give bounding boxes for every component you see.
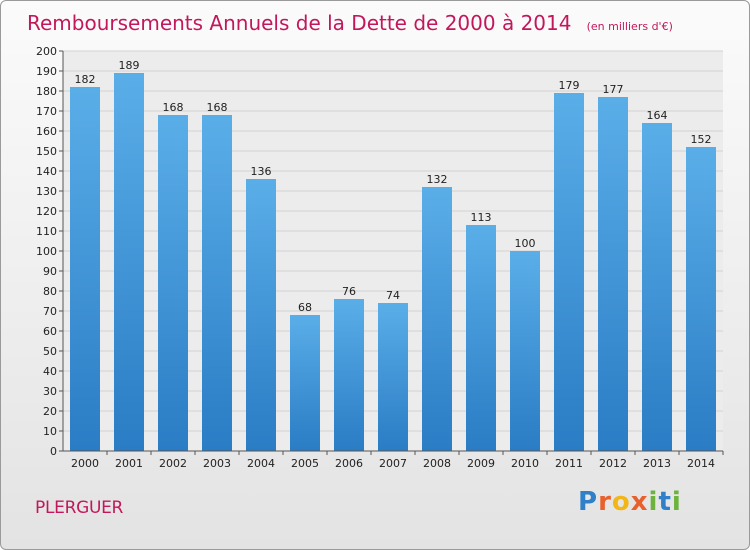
bars: 182 189 168 168 136 68 76 74 132 113 100 179 177 164 1…: [70, 59, 716, 451]
y-tick-label: 30: [43, 385, 57, 398]
y-tick-label: 200: [36, 45, 57, 58]
y-tick-label: 60: [43, 325, 57, 338]
bar-value-label: 182: [75, 73, 96, 86]
x-tick-label: 2003: [203, 457, 231, 470]
bar-2001: [114, 73, 144, 451]
x-tick-label: 2008: [423, 457, 451, 470]
x-tick-label: 2006: [335, 457, 363, 470]
bar-2005: [290, 315, 320, 451]
y-tick-label: 160: [36, 125, 57, 138]
bar-2008: [422, 187, 452, 451]
x-tick-label: 2000: [71, 457, 99, 470]
bar-value-label: 74: [386, 289, 400, 302]
bar-2006: [334, 299, 364, 451]
x-tick-label: 2002: [159, 457, 187, 470]
x-tick-label: 2012: [599, 457, 627, 470]
y-tick-label: 50: [43, 345, 57, 358]
y-tick-label: 10: [43, 425, 57, 438]
x-tick-label: 2007: [379, 457, 407, 470]
bar-value-label: 68: [298, 301, 312, 314]
bar-2014: [686, 147, 716, 451]
x-tick-label: 2011: [555, 457, 583, 470]
logo-letter: i: [671, 487, 682, 517]
bar-2007: [378, 303, 408, 451]
bar-value-label: 177: [603, 83, 624, 96]
y-tick-label: 150: [36, 145, 57, 158]
y-tick-label: 100: [36, 245, 57, 258]
bar-2011: [554, 93, 584, 451]
x-tick-label: 2009: [467, 457, 495, 470]
y-tick-label: 190: [36, 65, 57, 78]
chart-unit-note: (en milliers d'€): [587, 20, 673, 33]
logo-letter: i: [648, 487, 659, 517]
y-tick-label: 140: [36, 165, 57, 178]
bar-value-label: 152: [691, 133, 712, 146]
bar-value-label: 168: [207, 101, 228, 114]
bar-value-label: 189: [119, 59, 140, 72]
bar-value-label: 179: [559, 79, 580, 92]
x-tick-label: 2014: [687, 457, 715, 470]
logo-letter: r: [598, 487, 612, 517]
proxiti-logo: Proxiti: [578, 487, 682, 517]
bar-2013: [642, 123, 672, 451]
bar-2002: [158, 115, 188, 451]
y-tick-label: 110: [36, 225, 57, 238]
y-tick-label: 80: [43, 285, 57, 298]
y-tick-label: 70: [43, 305, 57, 318]
bar-2000: [70, 87, 100, 451]
chart-title-text: Remboursements Annuels de la Dette de 20…: [27, 11, 571, 35]
commune-name: PLERGUER: [35, 498, 124, 518]
bar-2004: [246, 179, 276, 451]
bar-value-label: 76: [342, 285, 356, 298]
y-tick-label: 40: [43, 365, 57, 378]
bar-value-label: 164: [647, 109, 668, 122]
bar-2012: [598, 97, 628, 451]
y-tick-label: 90: [43, 265, 57, 278]
bar-2003: [202, 115, 232, 451]
x-axis-ticks: 2000 2001 2002 2003 2004 2005 2006 2007 2008 2009…: [71, 451, 724, 470]
bar-value-label: 168: [163, 101, 184, 114]
y-tick-label: 20: [43, 405, 57, 418]
x-tick-label: 2013: [643, 457, 671, 470]
y-axis-ticks: 0 10 20 30 40 50 60 70 80 90 100 110 120 130 140 150 160…: [36, 45, 63, 458]
logo-letter: x: [630, 487, 649, 517]
bar-value-label: 132: [427, 173, 448, 186]
y-tick-label: 180: [36, 85, 57, 98]
y-tick-label: 0: [50, 445, 57, 458]
logo-letter: o: [611, 487, 631, 517]
x-tick-label: 2010: [511, 457, 539, 470]
y-tick-label: 120: [36, 205, 57, 218]
chart-title: Remboursements Annuels de la Dette de 20…: [27, 11, 673, 35]
x-tick-label: 2005: [291, 457, 319, 470]
logo-letter: P: [578, 487, 599, 517]
bar-value-label: 136: [251, 165, 272, 178]
x-tick-label: 2004: [247, 457, 275, 470]
bar-value-label: 100: [515, 237, 536, 250]
bar-2010: [510, 251, 540, 451]
x-tick-label: 2001: [115, 457, 143, 470]
y-tick-label: 170: [36, 105, 57, 118]
logo-letter: t: [658, 487, 672, 517]
bar-value-label: 113: [471, 211, 492, 224]
bar-2009: [466, 225, 496, 451]
y-tick-label: 130: [36, 185, 57, 198]
